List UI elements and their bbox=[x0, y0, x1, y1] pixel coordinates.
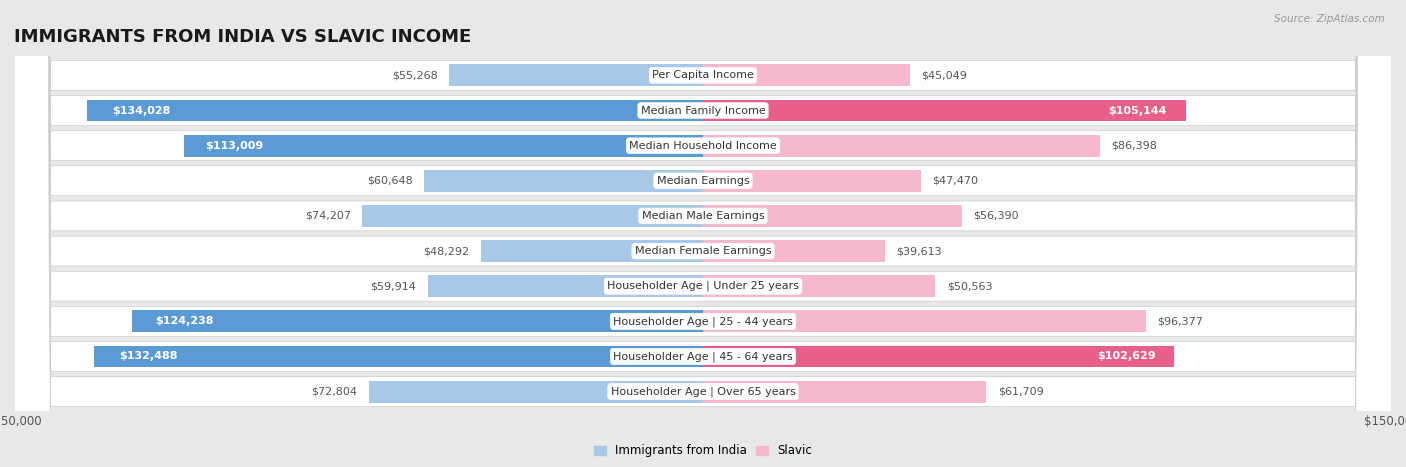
Bar bbox=[363, 205, 703, 227]
Text: Householder Age | Over 65 years: Householder Age | Over 65 years bbox=[610, 386, 796, 397]
Bar bbox=[703, 170, 921, 191]
Text: $50,563: $50,563 bbox=[946, 281, 993, 291]
Text: $124,238: $124,238 bbox=[155, 316, 214, 326]
Text: $39,613: $39,613 bbox=[897, 246, 942, 256]
FancyBboxPatch shape bbox=[14, 0, 1392, 467]
Text: Median Household Income: Median Household Income bbox=[628, 141, 778, 151]
Bar bbox=[427, 276, 703, 297]
Text: $96,377: $96,377 bbox=[1157, 316, 1204, 326]
FancyBboxPatch shape bbox=[14, 0, 1392, 467]
Bar bbox=[87, 99, 703, 121]
Bar bbox=[703, 311, 1146, 332]
Bar bbox=[703, 346, 1174, 368]
Legend: Immigrants from India, Slavic: Immigrants from India, Slavic bbox=[589, 439, 817, 462]
Text: $132,488: $132,488 bbox=[120, 352, 177, 361]
Text: Median Family Income: Median Family Income bbox=[641, 106, 765, 115]
Bar bbox=[132, 311, 703, 332]
Text: $59,914: $59,914 bbox=[370, 281, 416, 291]
Bar bbox=[481, 240, 703, 262]
Text: $72,804: $72,804 bbox=[311, 387, 357, 396]
Bar bbox=[184, 135, 703, 156]
Text: $47,470: $47,470 bbox=[932, 176, 979, 186]
Text: Median Female Earnings: Median Female Earnings bbox=[634, 246, 772, 256]
Bar bbox=[703, 64, 910, 86]
Text: $45,049: $45,049 bbox=[921, 71, 967, 80]
Text: IMMIGRANTS FROM INDIA VS SLAVIC INCOME: IMMIGRANTS FROM INDIA VS SLAVIC INCOME bbox=[14, 28, 471, 46]
Text: Median Male Earnings: Median Male Earnings bbox=[641, 211, 765, 221]
Text: Householder Age | 25 - 44 years: Householder Age | 25 - 44 years bbox=[613, 316, 793, 326]
Text: $105,144: $105,144 bbox=[1108, 106, 1167, 115]
Text: $56,390: $56,390 bbox=[973, 211, 1019, 221]
Bar bbox=[703, 135, 1099, 156]
Text: $48,292: $48,292 bbox=[423, 246, 470, 256]
Text: $102,629: $102,629 bbox=[1097, 352, 1156, 361]
Bar bbox=[703, 381, 987, 403]
Bar bbox=[368, 381, 703, 403]
FancyBboxPatch shape bbox=[14, 0, 1392, 467]
Bar bbox=[703, 240, 884, 262]
Bar bbox=[449, 64, 703, 86]
Text: Householder Age | Under 25 years: Householder Age | Under 25 years bbox=[607, 281, 799, 291]
FancyBboxPatch shape bbox=[14, 0, 1392, 467]
Text: $55,268: $55,268 bbox=[392, 71, 437, 80]
Bar bbox=[703, 276, 935, 297]
Bar bbox=[703, 205, 962, 227]
Text: $113,009: $113,009 bbox=[205, 141, 263, 151]
Bar bbox=[94, 346, 703, 368]
Text: $60,648: $60,648 bbox=[367, 176, 413, 186]
Text: $86,398: $86,398 bbox=[1111, 141, 1157, 151]
Text: Median Earnings: Median Earnings bbox=[657, 176, 749, 186]
Text: Source: ZipAtlas.com: Source: ZipAtlas.com bbox=[1274, 14, 1385, 24]
Bar bbox=[703, 99, 1185, 121]
FancyBboxPatch shape bbox=[14, 0, 1392, 467]
FancyBboxPatch shape bbox=[14, 0, 1392, 467]
Text: Per Capita Income: Per Capita Income bbox=[652, 71, 754, 80]
Bar bbox=[425, 170, 703, 191]
Text: $74,207: $74,207 bbox=[305, 211, 350, 221]
FancyBboxPatch shape bbox=[14, 0, 1392, 467]
FancyBboxPatch shape bbox=[14, 0, 1392, 467]
FancyBboxPatch shape bbox=[14, 0, 1392, 467]
FancyBboxPatch shape bbox=[14, 0, 1392, 467]
Text: Householder Age | 45 - 64 years: Householder Age | 45 - 64 years bbox=[613, 351, 793, 362]
Text: $61,709: $61,709 bbox=[998, 387, 1043, 396]
Text: $134,028: $134,028 bbox=[112, 106, 170, 115]
